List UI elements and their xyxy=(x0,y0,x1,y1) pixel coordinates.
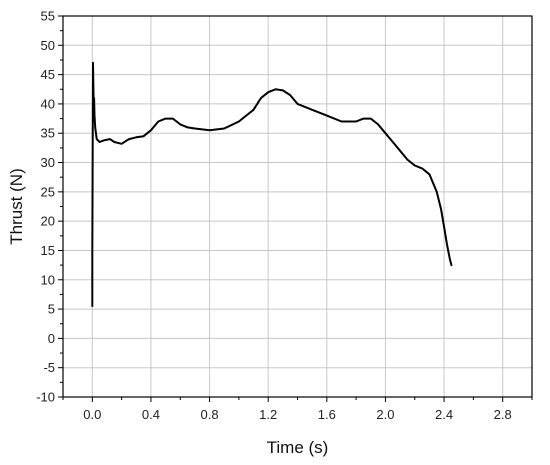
y-tick-label: 45 xyxy=(41,67,55,82)
x-tick-label: 1.2 xyxy=(259,407,277,422)
y-tick-label: -10 xyxy=(36,390,55,405)
y-tick-label: 20 xyxy=(41,214,55,229)
x-tick-label: 0.4 xyxy=(142,407,160,422)
y-tick-label: 10 xyxy=(41,272,55,287)
y-tick-label: 55 xyxy=(41,9,55,24)
x-tick-label: 1.6 xyxy=(318,407,336,422)
y-axis-title: Thrust (N) xyxy=(7,168,26,245)
y-tick-label: 30 xyxy=(41,155,55,170)
y-tick-label: -5 xyxy=(43,360,55,375)
plot-frame xyxy=(62,15,533,398)
y-tick-label: 15 xyxy=(41,243,55,258)
tick-labels-layer: 0.0 0.4 0.8 1.2 1.6 2.0 2.4 2.8 -10 -5 0 5 10 15 20 25 3… xyxy=(36,9,512,423)
y-tick-label: 50 xyxy=(41,38,55,53)
y-tick-label: 40 xyxy=(41,96,55,111)
y-tick-label: 0 xyxy=(48,331,55,346)
x-tick-label: 0.8 xyxy=(201,407,219,422)
y-tick-label: 35 xyxy=(41,126,55,141)
x-axis-title: Time (s) xyxy=(267,438,329,457)
grid-layer xyxy=(63,15,532,398)
thrust-series-line xyxy=(91,61,453,308)
y-tick-label: 25 xyxy=(41,184,55,199)
x-tick-label: 0.0 xyxy=(83,407,101,422)
x-tick-label: 2.8 xyxy=(494,407,512,422)
y-tick-label: 5 xyxy=(48,302,55,317)
x-tick-label: 2.4 xyxy=(435,407,453,422)
ticks-layer xyxy=(58,15,533,402)
x-tick-label: 2.0 xyxy=(376,407,394,422)
